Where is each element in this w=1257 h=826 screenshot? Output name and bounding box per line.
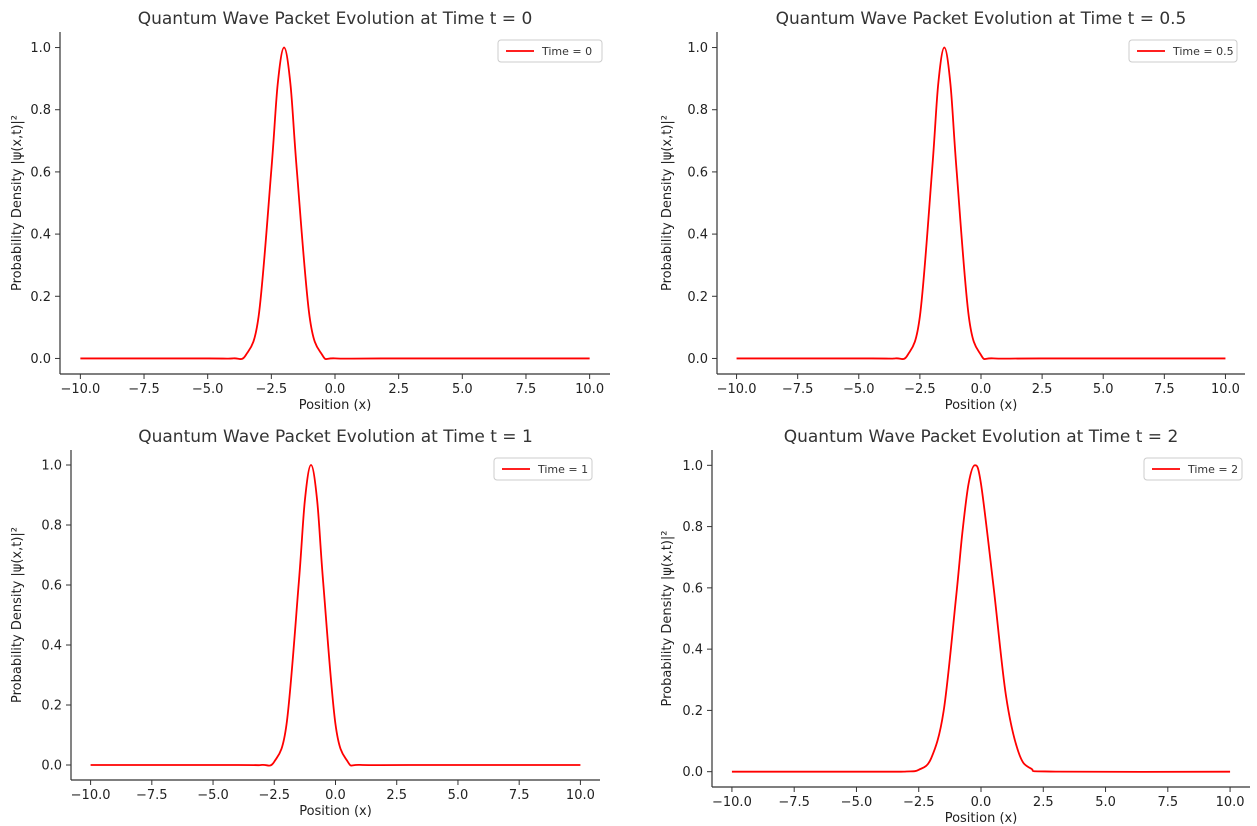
x-axis-label: Position (x) bbox=[299, 398, 372, 413]
chart-svg: Quantum Wave Packet Evolution at Time t … bbox=[10, 427, 600, 819]
x-tick-label: −5.0 bbox=[841, 795, 873, 810]
x-tick-label: 7.5 bbox=[1154, 382, 1175, 397]
x-tick-label: 0.0 bbox=[971, 382, 992, 397]
legend-label: Time = 1 bbox=[537, 463, 588, 476]
y-tick-label: 0.8 bbox=[30, 103, 51, 118]
y-axis-label: Probability Density |ψ(x,t)|² bbox=[660, 115, 675, 291]
y-tick-label: 1.0 bbox=[682, 459, 703, 474]
x-tick-label: 2.5 bbox=[1033, 795, 1054, 810]
y-tick-label: 0.4 bbox=[687, 228, 708, 243]
chart-panel-t2: Quantum Wave Packet Evolution at Time t … bbox=[650, 418, 1257, 826]
series-line bbox=[731, 464, 1231, 773]
y-tick-label: 0.2 bbox=[41, 699, 62, 714]
y-tick-label: 0.6 bbox=[682, 581, 703, 596]
y-tick-label: 0.6 bbox=[687, 165, 708, 180]
y-tick-label: 0.4 bbox=[682, 643, 703, 658]
legend-label: Time = 0 bbox=[541, 45, 592, 58]
x-tick-label: −5.0 bbox=[192, 382, 224, 397]
x-tick-label: 0.0 bbox=[325, 788, 346, 803]
chart-panel-t0-5: Quantum Wave Packet Evolution at Time t … bbox=[650, 0, 1257, 416]
legend: Time = 0.5 bbox=[1128, 39, 1238, 63]
x-axis-label: Position (x) bbox=[299, 804, 372, 819]
x-tick-label: 5.0 bbox=[452, 382, 473, 397]
y-tick-label: 1.0 bbox=[30, 41, 51, 56]
legend-label: Time = 2 bbox=[1187, 463, 1238, 476]
y-tick-label: 0.2 bbox=[682, 704, 703, 719]
x-tick-label: −10.0 bbox=[717, 382, 757, 397]
y-tick-label: 0.0 bbox=[682, 765, 703, 780]
x-axis-label: Position (x) bbox=[945, 811, 1018, 826]
y-tick-label: 0.0 bbox=[30, 352, 51, 367]
x-tick-label: 10.0 bbox=[1211, 382, 1240, 397]
x-tick-label: −2.5 bbox=[903, 795, 935, 810]
x-tick-label: 7.5 bbox=[1157, 795, 1178, 810]
x-tick-label: 5.0 bbox=[1093, 382, 1114, 397]
x-tick-label: 0.0 bbox=[971, 795, 992, 810]
y-tick-label: 0.4 bbox=[41, 639, 62, 654]
chart-title: Quantum Wave Packet Evolution at Time t … bbox=[784, 427, 1179, 447]
x-tick-label: 2.5 bbox=[386, 788, 407, 803]
legend-box bbox=[497, 39, 603, 63]
y-tick-label: 0.6 bbox=[41, 579, 62, 594]
y-tick-label: 0.8 bbox=[682, 520, 703, 535]
y-axis-label: Probability Density |ψ(x,t)|² bbox=[660, 530, 675, 706]
x-tick-label: −2.5 bbox=[904, 382, 936, 397]
y-tick-label: 0.4 bbox=[30, 228, 51, 243]
x-tick-label: 10.0 bbox=[566, 788, 595, 803]
y-tick-label: 0.0 bbox=[687, 352, 708, 367]
x-tick-label: 5.0 bbox=[448, 788, 469, 803]
series-line bbox=[736, 46, 1226, 360]
y-tick-label: 0.6 bbox=[30, 165, 51, 180]
x-tick-label: 10.0 bbox=[1216, 795, 1245, 810]
x-tick-label: −7.5 bbox=[128, 382, 160, 397]
y-tick-label: 0.2 bbox=[30, 290, 51, 305]
x-tick-label: 10.0 bbox=[575, 382, 604, 397]
legend-label: Time = 0.5 bbox=[1172, 45, 1234, 58]
chart-panel-t0: Quantum Wave Packet Evolution at Time t … bbox=[0, 0, 620, 416]
legend: Time = 1 bbox=[493, 457, 593, 481]
legend-box bbox=[1128, 39, 1238, 63]
legend-box bbox=[493, 457, 593, 481]
series-line bbox=[90, 464, 581, 767]
chart-title: Quantum Wave Packet Evolution at Time t … bbox=[138, 427, 533, 447]
series-line bbox=[80, 46, 590, 360]
chart-svg: Quantum Wave Packet Evolution at Time t … bbox=[660, 9, 1245, 413]
y-tick-label: 0.0 bbox=[41, 759, 62, 774]
chart-title: Quantum Wave Packet Evolution at Time t … bbox=[776, 9, 1187, 29]
y-axis-label: Probability Density |ψ(x,t)|² bbox=[10, 115, 25, 291]
y-tick-label: 0.2 bbox=[687, 290, 708, 305]
x-tick-label: −2.5 bbox=[258, 788, 290, 803]
chart-svg: Quantum Wave Packet Evolution at Time t … bbox=[10, 9, 610, 413]
x-tick-label: −7.5 bbox=[778, 795, 810, 810]
x-tick-label: 7.5 bbox=[509, 788, 530, 803]
x-tick-label: −10.0 bbox=[60, 382, 100, 397]
x-tick-label: 5.0 bbox=[1095, 795, 1116, 810]
legend: Time = 0 bbox=[497, 39, 603, 63]
legend-box bbox=[1143, 457, 1243, 481]
chart-title: Quantum Wave Packet Evolution at Time t … bbox=[138, 9, 533, 29]
y-axis-label: Probability Density |ψ(x,t)|² bbox=[10, 527, 25, 703]
x-tick-label: −7.5 bbox=[136, 788, 168, 803]
y-tick-label: 1.0 bbox=[687, 41, 708, 56]
x-tick-label: 2.5 bbox=[388, 382, 409, 397]
y-tick-label: 0.8 bbox=[41, 519, 62, 534]
chart-svg: Quantum Wave Packet Evolution at Time t … bbox=[660, 427, 1250, 826]
chart-panel-t1: Quantum Wave Packet Evolution at Time t … bbox=[0, 418, 620, 826]
y-tick-label: 1.0 bbox=[41, 459, 62, 474]
x-tick-label: 2.5 bbox=[1032, 382, 1053, 397]
legend: Time = 2 bbox=[1143, 457, 1243, 481]
x-tick-label: −5.0 bbox=[197, 788, 229, 803]
x-axis-label: Position (x) bbox=[945, 398, 1018, 413]
x-tick-label: −5.0 bbox=[843, 382, 875, 397]
x-tick-label: 0.0 bbox=[325, 382, 346, 397]
y-tick-label: 0.8 bbox=[687, 103, 708, 118]
x-tick-label: −2.5 bbox=[256, 382, 288, 397]
x-tick-label: −10.0 bbox=[71, 788, 111, 803]
x-tick-label: 7.5 bbox=[516, 382, 537, 397]
x-tick-label: −7.5 bbox=[782, 382, 814, 397]
x-tick-label: −10.0 bbox=[712, 795, 752, 810]
